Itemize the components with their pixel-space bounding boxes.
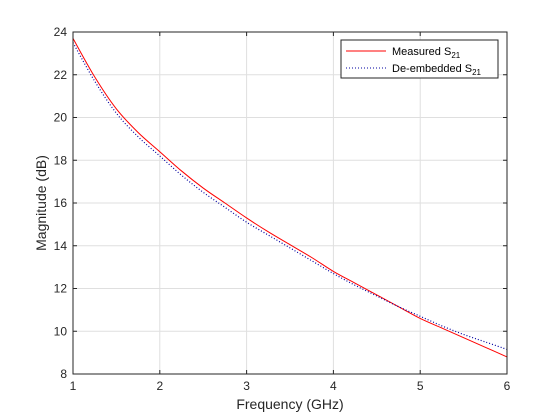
x-tick-label: 2 — [156, 379, 163, 393]
x-tick-label: 4 — [330, 379, 337, 393]
series-layer — [72, 38, 508, 358]
axis-ticks — [72, 31, 508, 375]
legend-entry-deembedded: De-embedded S21 — [392, 63, 482, 77]
legend: Measured S21 De-embedded S21 — [340, 39, 499, 79]
legend-box — [340, 39, 499, 79]
y-axis-label: Magnitude (dB) — [33, 155, 49, 251]
y-tick-label: 10 — [54, 324, 68, 338]
y-tick-label: 22 — [54, 68, 68, 82]
y-tick-label: 14 — [54, 239, 68, 253]
y-tick-label: 24 — [54, 25, 68, 39]
legend-entry-measured: Measured S21 — [392, 46, 461, 60]
y-tick-label: 20 — [54, 111, 68, 125]
x-tick-label: 6 — [504, 379, 511, 393]
series-line-deembedded — [72, 42, 508, 350]
x-tick-label: 5 — [417, 379, 424, 393]
x-tick-label: 1 — [70, 379, 77, 393]
x-tick-label: 3 — [243, 379, 250, 393]
series-line-measured — [72, 38, 508, 358]
y-tick-label: 12 — [54, 282, 68, 296]
y-tick-label: 18 — [54, 153, 68, 167]
x-axis-label: Frequency (GHz) — [236, 396, 343, 412]
y-tick-label: 8 — [60, 367, 67, 381]
y-tick-label: 16 — [54, 196, 68, 210]
